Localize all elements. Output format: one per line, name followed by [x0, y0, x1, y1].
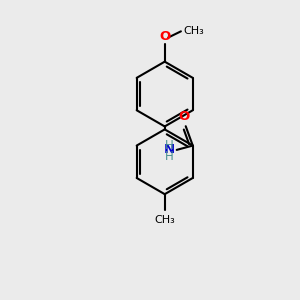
Text: O: O: [178, 110, 190, 123]
Text: CH₃: CH₃: [154, 215, 175, 225]
Text: H: H: [165, 150, 174, 163]
Text: O: O: [159, 30, 170, 44]
Text: N: N: [164, 143, 175, 156]
Text: CH₃: CH₃: [184, 26, 205, 36]
Text: H: H: [165, 139, 174, 152]
